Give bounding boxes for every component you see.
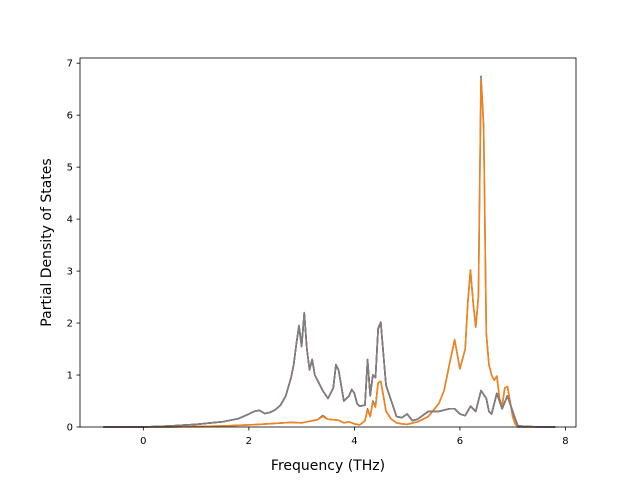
y-tick-label: 6 — [67, 111, 73, 122]
x-tick-label: 8 — [562, 436, 568, 447]
x-tick-label: 6 — [457, 436, 463, 447]
y-tick-label: 7 — [67, 59, 73, 70]
y-tick-label: 3 — [67, 267, 73, 278]
series-line-2 — [102, 78, 556, 428]
x-axis-ticks: 0 2 4 6 8 — [140, 427, 569, 447]
y-tick-label: 5 — [67, 163, 73, 174]
x-tick-label: 2 — [246, 436, 252, 447]
y-tick-label: 4 — [67, 215, 73, 226]
y-tick-label: 1 — [67, 371, 73, 382]
x-tick-label: 4 — [351, 436, 357, 447]
series-line-7 — [102, 311, 556, 428]
y-tick-label: 0 — [67, 423, 73, 434]
y-axis-ticks: 0 1 2 3 4 5 6 7 — [67, 59, 80, 434]
x-axis-label: Frequency (THz) — [271, 458, 385, 474]
y-tick-label: 2 — [67, 319, 73, 330]
x-tick-label: 0 — [140, 436, 146, 447]
series-layer — [102, 75, 556, 428]
y-axis-label: Partial Density of States — [39, 158, 55, 326]
plot-frame — [79, 57, 577, 428]
